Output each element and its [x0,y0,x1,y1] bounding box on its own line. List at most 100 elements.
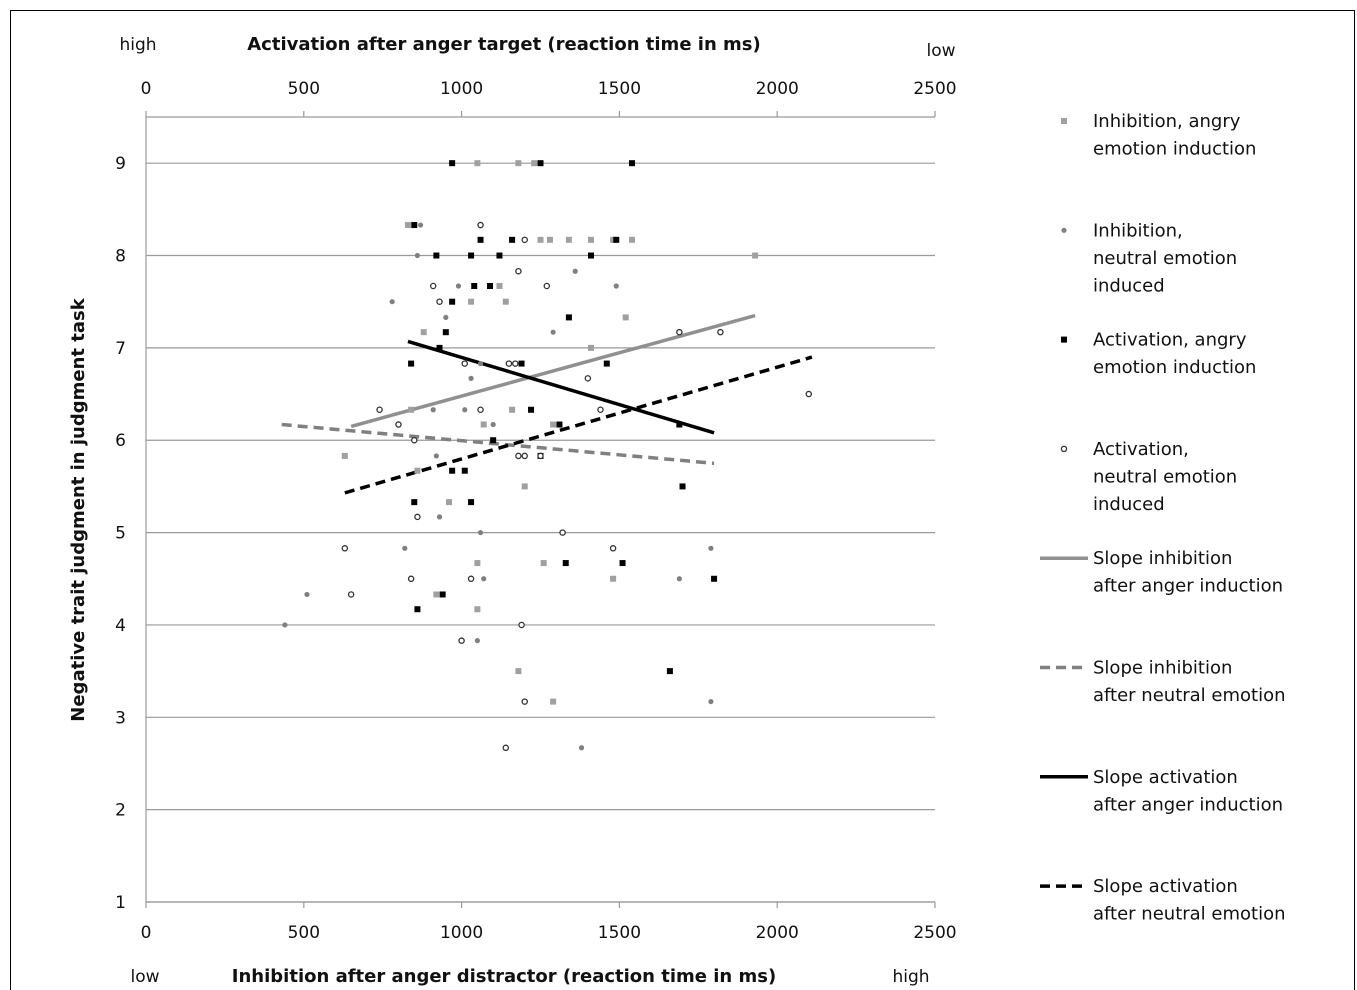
data-point-series-3 [509,236,516,243]
data-point-series-3 [613,236,620,243]
legend-label: neutral emotion [1093,248,1237,269]
legend-entry: Slope activation after anger induction [1040,767,1283,815]
data-point-series-4 [429,282,437,290]
data-point-series-3 [537,160,544,167]
data-point-series-3 [442,329,449,336]
data-point-series-3 [436,344,443,351]
data-point-series-3 [477,236,484,243]
data-point-series-4 [559,529,566,536]
data-point-series-4 [512,360,519,367]
y-tick-label: 9 [115,154,126,174]
legend-entry: Activation, angry emotion induction [1061,330,1256,378]
data-point-series-1 [546,236,553,243]
data-point-series-1 [550,698,557,705]
data-point-series-1 [445,499,452,506]
legend-entry: Inhibition, neutral emotion induced [1061,220,1237,296]
data-point-series-3 [496,252,503,259]
bottom-axis-right-label: high [892,967,929,987]
bottom-axis-title: Inhibition after anger distractor (react… [232,966,776,987]
data-point-series-4 [584,375,592,382]
data-point-series-4 [414,513,421,521]
trend-line-4 [344,355,813,495]
data-point-series-2 [443,314,449,321]
data-point-series-1 [752,252,759,259]
data-point-series-3 [562,560,569,567]
data-point-series-4 [411,436,418,444]
data-point-series-3 [461,467,468,474]
data-point-series-3 [676,421,683,428]
bottom-tick-label: 1000 [440,923,483,943]
legend-label: after anger induction [1093,794,1283,815]
data-point-series-1 [521,483,528,490]
data-point-series-4 [521,698,528,705]
legend-label: Inhibition, [1093,220,1183,241]
data-point-series-3 [411,499,418,506]
top-tick-label: 500 [288,79,320,99]
data-point-series-2 [468,375,474,381]
data-point-series-3 [449,467,456,474]
y-tick-label: 3 [115,708,126,728]
data-point-series-4 [515,452,522,460]
data-point-series-4 [502,744,510,752]
data-point-series-2 [708,545,714,551]
data-point-series-3 [414,606,421,613]
data-point-series-3 [587,252,594,259]
data-point-series-4 [436,298,443,305]
data-point-series-2 [402,545,408,551]
data-point-series-2 [572,268,578,274]
top-tick-label: 1500 [598,79,641,99]
legend-label: after neutral emotion [1093,685,1286,706]
data-point-series-2 [477,529,484,536]
data-point-series-3 [471,283,478,290]
legend-label: after anger induction [1093,576,1283,597]
data-point-series-1 [565,236,572,243]
data-point-series-3 [449,298,456,305]
data-point-series-1 [587,344,594,351]
y-tick-label: 6 [115,431,126,451]
top-axis-title: Activation after anger target (reaction … [247,34,761,55]
data-point-series-1 [474,606,481,613]
data-point-series-1 [610,236,617,243]
data-point-series-4 [597,406,604,414]
data-point-series-2 [490,421,496,428]
data-point-series-4 [376,406,383,414]
data-point-series-3 [490,437,497,444]
data-point-series-4 [395,421,402,428]
data-point-series-3 [619,560,626,567]
data-point-series-4 [477,221,484,229]
data-point-series-3 [711,575,718,582]
bottom-tick-label: 0 [141,923,152,943]
data-point-series-4 [717,328,724,336]
data-point-series-3 [449,160,456,167]
data-point-series-1 [474,560,481,567]
data-point-series-1 [474,160,481,167]
data-point-series-4 [676,328,683,336]
data-point-series-2 [436,514,443,520]
data-point-series-1 [414,467,421,474]
data-point-series-2 [455,283,462,289]
top-tick-label: 2500 [913,79,956,99]
data-point-series-1 [420,329,427,336]
y-tick-label: 7 [115,339,126,359]
legend-label: Slope activation [1093,876,1238,897]
data-point-series-4 [461,360,469,367]
data-point-series-3 [433,252,440,259]
data-point-series-1 [515,160,522,167]
data-point-series-4 [543,282,551,290]
legend-marker [1061,227,1067,233]
data-point-series-2 [474,638,480,644]
data-point-series-1 [404,222,411,229]
data-point-series-2 [430,407,436,413]
trend-line-3 [407,339,715,435]
data-point-series-4 [515,267,522,275]
data-point-series-1 [468,298,475,305]
data-point-series-2 [477,360,484,367]
data-point-series-4 [347,591,355,598]
data-point-series-3 [411,222,418,229]
data-point-series-4 [467,575,475,583]
legend-label: after neutral emotion [1093,904,1286,925]
data-point-series-3 [556,421,563,428]
data-point-series-2 [282,622,288,628]
data-point-series-1 [531,160,538,167]
